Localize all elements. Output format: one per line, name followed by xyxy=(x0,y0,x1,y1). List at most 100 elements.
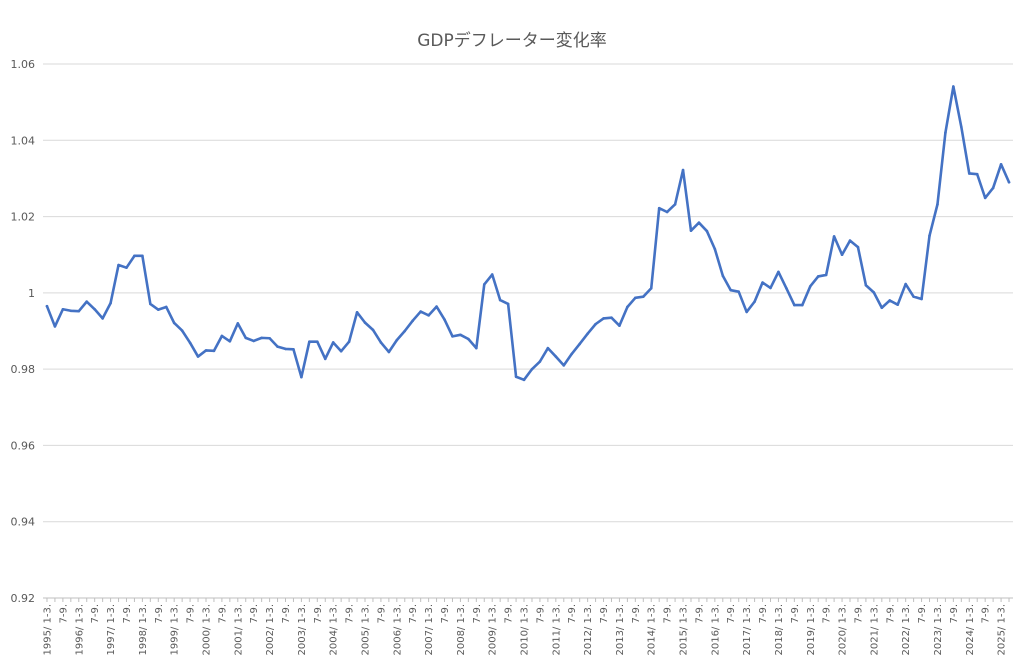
data-point xyxy=(308,340,311,343)
y-tick-label: 0.96 xyxy=(11,439,36,452)
data-point xyxy=(53,325,57,328)
data-point xyxy=(459,333,462,337)
data-point xyxy=(793,303,796,307)
data-point xyxy=(85,300,89,303)
x-tick-label: 7-9. xyxy=(408,604,419,624)
data-points xyxy=(45,85,1011,382)
x-tick-label: 2012/ 1-3. xyxy=(583,604,594,656)
x-tick-label: 2005/ 1-3. xyxy=(361,604,372,656)
y-axis-ticks: 0.92 0.94 0.96 0.98 1 1.02 1.04 1.06 xyxy=(11,58,36,605)
x-tick-label: 2010/ 1-3. xyxy=(520,604,531,656)
data-point xyxy=(967,172,971,175)
data-point xyxy=(785,286,788,290)
x-tick-label: 2018/ 1-3. xyxy=(774,604,785,656)
x-tick-label: 7-9. xyxy=(58,604,69,624)
y-tick-label: 0.98 xyxy=(11,363,36,376)
data-point xyxy=(920,297,923,301)
data-point xyxy=(713,247,717,251)
data-point xyxy=(999,163,1003,166)
x-tick-label: 7-9. xyxy=(376,604,387,624)
data-point xyxy=(451,335,454,338)
data-point xyxy=(284,347,287,351)
data-point xyxy=(983,196,987,200)
x-tick-label: 1997/ 1-3. xyxy=(106,604,117,656)
data-point xyxy=(164,305,168,309)
data-point xyxy=(316,340,319,343)
x-tick-label: 7-9. xyxy=(281,604,292,624)
data-point xyxy=(729,288,733,292)
x-tick-label: 7-9. xyxy=(535,604,546,624)
x-tick-label: 7-9. xyxy=(631,604,642,624)
data-point xyxy=(180,329,184,332)
y-tick-label: 0.94 xyxy=(11,516,36,529)
data-point xyxy=(403,329,407,333)
data-point xyxy=(482,283,486,286)
data-point xyxy=(681,168,685,172)
data-point xyxy=(602,317,605,320)
data-point xyxy=(77,309,81,313)
data-point xyxy=(212,349,216,353)
y-tick-label: 1.04 xyxy=(11,134,36,147)
data-point xyxy=(777,270,780,274)
data-point xyxy=(530,367,534,371)
data-point xyxy=(355,311,359,314)
data-point xyxy=(149,302,152,306)
x-tick-label: 2003/ 1-3. xyxy=(297,604,308,656)
chart-title: GDPデフレーター変化率 xyxy=(417,31,607,51)
x-tick-label: 2000/ 1-3. xyxy=(201,604,212,656)
x-tick-label: 7-9. xyxy=(694,604,705,624)
data-point xyxy=(665,210,669,214)
data-point xyxy=(61,307,65,311)
data-point xyxy=(960,125,963,129)
data-point xyxy=(991,186,995,190)
x-tick-label: 7-9. xyxy=(822,604,833,624)
data-point xyxy=(952,85,955,88)
x-tick-label: 2013/ 1-3. xyxy=(615,604,626,656)
x-tick-label: 2008/ 1-3. xyxy=(456,604,467,656)
x-tick-label: 1999/ 1-3. xyxy=(170,604,181,656)
data-point xyxy=(93,307,96,311)
x-tick-label: 7-9. xyxy=(345,604,356,624)
data-point xyxy=(228,339,232,343)
x-tick-label: 2007/ 1-3. xyxy=(424,604,435,656)
data-point xyxy=(816,275,820,278)
x-tick-label: 7-9. xyxy=(249,604,260,624)
x-tick-label: 2011/ 1-3. xyxy=(551,604,562,656)
data-point xyxy=(538,360,542,363)
data-point xyxy=(467,337,470,341)
data-point xyxy=(880,306,884,310)
x-tick-label: 7-9. xyxy=(917,604,928,624)
data-point xyxy=(904,282,907,286)
data-point xyxy=(697,221,701,224)
data-point xyxy=(300,375,303,379)
x-tick-label: 2001/ 1-3. xyxy=(233,604,244,656)
data-point xyxy=(188,341,192,345)
data-point xyxy=(626,305,629,309)
data-point xyxy=(260,336,263,340)
data-point xyxy=(586,332,589,335)
x-tick-label: 7-9. xyxy=(186,604,197,624)
data-point xyxy=(634,296,637,300)
x-tick-label: 7-9. xyxy=(440,604,451,624)
x-tick-label: 7-9. xyxy=(122,604,133,624)
x-tick-label: 1998/ 1-3. xyxy=(138,604,149,656)
x-tick-label: 7-9. xyxy=(313,604,324,624)
data-point xyxy=(506,302,510,306)
data-point xyxy=(649,286,653,290)
x-tick-label: 2025/ 1-3. xyxy=(997,604,1008,656)
x-tick-label: 7-9. xyxy=(885,604,896,624)
x-tick-label: 7-9. xyxy=(567,604,578,624)
data-point xyxy=(475,346,478,350)
data-point xyxy=(824,273,828,277)
data-point xyxy=(323,357,327,361)
x-tick-label: 2023/ 1-3. xyxy=(933,604,944,656)
data-point xyxy=(244,336,248,340)
data-point xyxy=(753,300,756,303)
x-tick-label: 2004/ 1-3. xyxy=(329,604,340,656)
data-point xyxy=(69,309,73,313)
data-point xyxy=(109,301,112,305)
data-point xyxy=(117,263,120,267)
data-point xyxy=(864,283,868,287)
x-tick-label: 2017/ 1-3. xyxy=(742,604,753,656)
data-point xyxy=(856,245,860,249)
